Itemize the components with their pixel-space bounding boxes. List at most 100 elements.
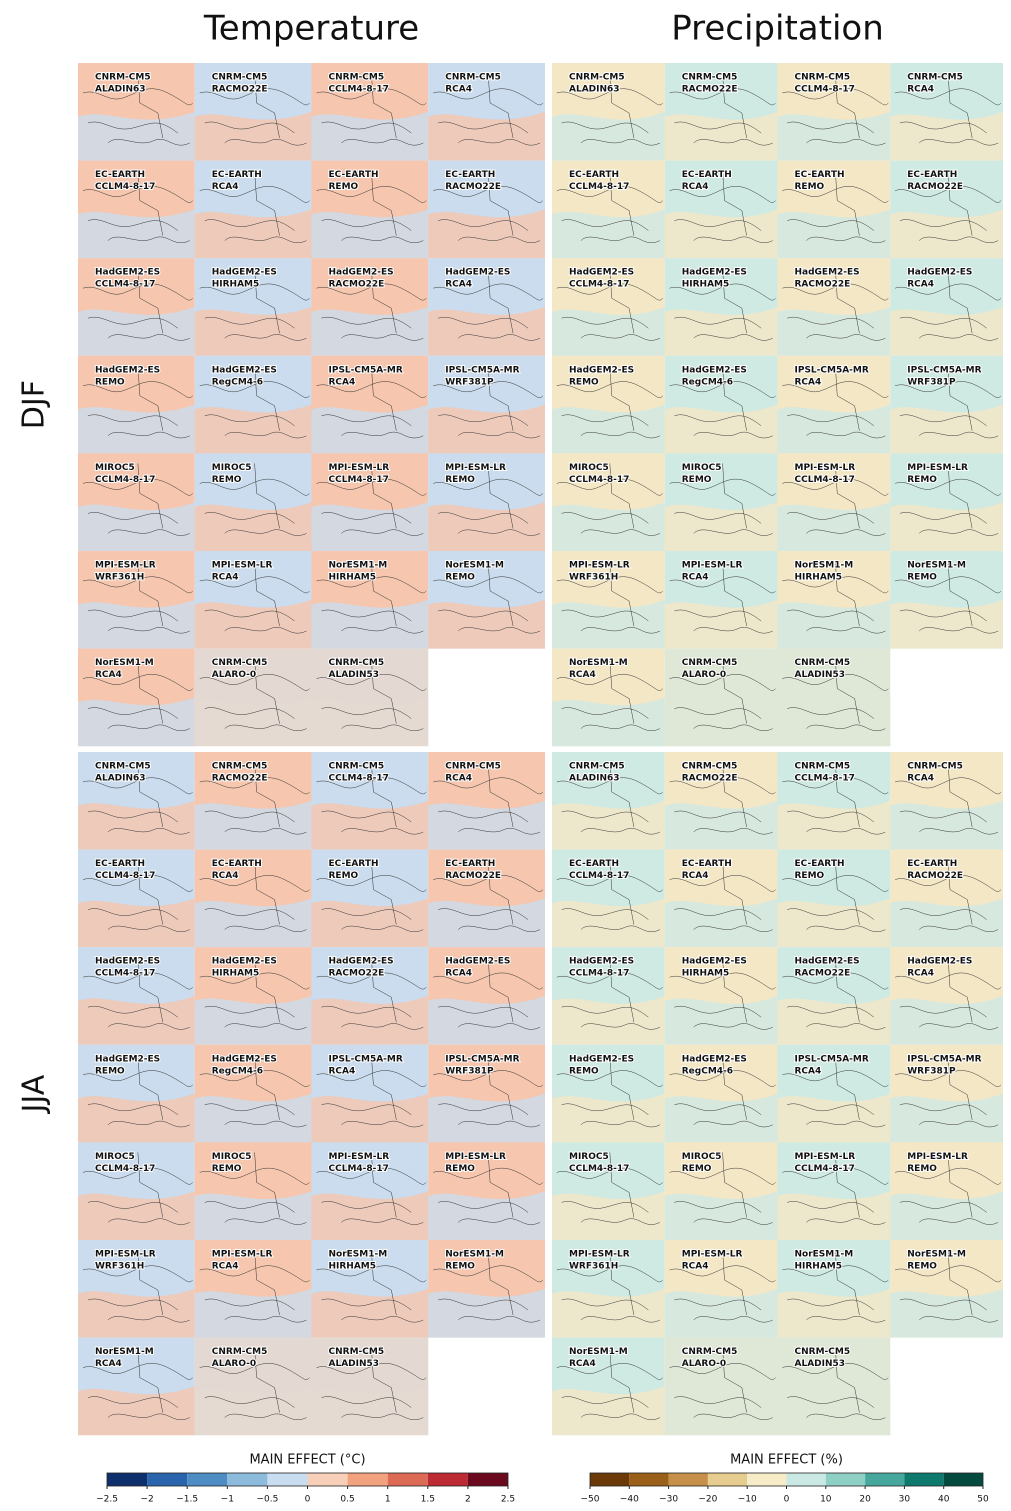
panel-rcm: RCA4	[907, 85, 934, 95]
panel-gcm: HadGEM2-ES	[682, 1054, 747, 1064]
map-panel: CNRM-CM5 CCLM4-8-17	[778, 752, 891, 850]
colorbar-segment	[904, 1473, 943, 1486]
map-panel: HadGEM2-ESCCLM4-8-17	[78, 947, 195, 1045]
map-region	[778, 307, 891, 356]
panel-gcm: IPSL-CM5A-MR	[795, 365, 869, 375]
panel-rcm: RCA4	[682, 182, 709, 192]
map-region	[890, 1289, 1003, 1338]
panel-gcm: NorESM1-M	[795, 1250, 854, 1260]
panel-rcm: RCA4	[569, 1359, 596, 1369]
panel-rcm: RegCM4-6	[212, 1066, 263, 1076]
panel-gcm: CNRM-CM5	[795, 762, 851, 772]
map-region	[312, 1289, 429, 1338]
panel-gcm: MPI-ESM-LR	[795, 463, 856, 473]
map-region	[665, 996, 778, 1045]
panel-rcm: CCLM4-8-17	[569, 871, 629, 881]
panel-rcm: REMO	[445, 573, 475, 583]
panel-rcm: RCA4	[445, 280, 472, 290]
panel-rcm: CCLM4-8-17	[795, 475, 855, 485]
panel-gcm: MIROC5	[212, 463, 252, 473]
map-region	[778, 1386, 891, 1435]
map-region	[552, 1094, 665, 1143]
map-panel: MPI-ESM-LRREMO	[428, 453, 545, 551]
map-region	[312, 996, 429, 1045]
panel-gcm: NorESM1-M	[907, 1250, 966, 1260]
map-region	[778, 1289, 891, 1338]
map-region	[312, 1191, 429, 1240]
panel-rcm: HIRHAM5	[329, 1262, 377, 1272]
map-region	[312, 502, 429, 551]
panel-gcm: EC-EARTH	[795, 859, 845, 869]
colorbar-tick-label: −40	[620, 1495, 639, 1505]
map-panel: EC-EARTHREMO	[312, 161, 429, 259]
panel-gcm: IPSL-CM5A-MR	[329, 1054, 403, 1064]
colorbar-tick-label: 0	[784, 1495, 790, 1505]
map-region	[195, 1094, 312, 1143]
colorbar-tick-label: 0	[305, 1495, 311, 1505]
colorbar-segment	[147, 1473, 187, 1486]
panel-gcm: NorESM1-M	[95, 1347, 154, 1357]
map-panel: MPI-ESM-LRCCLM4-8-17	[312, 453, 429, 551]
map-region	[78, 898, 195, 947]
panel-rcm: CCLM4-8-17	[795, 774, 855, 784]
colorbar-tick-label: 2	[465, 1495, 471, 1505]
panel-gcm: EC-EARTH	[445, 859, 495, 869]
map-panel: EC-EARTHRCA4	[665, 161, 778, 259]
panel-gcm: CNRM-CM5	[329, 1347, 385, 1357]
panel-rcm: RACMO22E	[212, 774, 268, 784]
panel-gcm: EC-EARTH	[95, 170, 145, 180]
panel-rcm: ALADIN63	[569, 774, 620, 784]
map-region	[78, 1289, 195, 1338]
map-region	[428, 307, 545, 356]
panel-rcm: REMO	[569, 1066, 599, 1076]
map-panel: IPSL-CM5A-MRRCA4	[778, 1045, 891, 1143]
map-panel: MPI-ESM-LRWRF361H	[78, 1240, 195, 1338]
map-panel: HadGEM2-ESRCA4	[428, 258, 545, 356]
panel-gcm: MIROC5	[95, 1152, 135, 1162]
colorbar-segment	[267, 1473, 307, 1486]
map-panel: MPI-ESM-LRWRF361H	[552, 1240, 665, 1338]
map-panel: CNRM-CM5ALARO-0	[195, 1338, 312, 1436]
panel-gcm: IPSL-CM5A-MR	[445, 365, 519, 375]
panel-rcm: REMO	[907, 475, 937, 485]
map-region	[78, 996, 195, 1045]
panel-rcm: RCA4	[682, 1262, 709, 1272]
map-region	[665, 307, 778, 356]
panel-rcm: WRF361H	[95, 573, 144, 583]
map-panel: NorESM1-MRCA4	[552, 1338, 665, 1436]
map-region	[78, 1094, 195, 1143]
map-region	[665, 112, 778, 161]
panel-gcm: MIROC5	[682, 1152, 722, 1162]
map-region	[778, 1191, 891, 1240]
map-region	[78, 209, 195, 258]
panel-rcm: REMO	[329, 871, 359, 881]
map-region	[890, 1191, 1003, 1240]
panel-gcm: HadGEM2-ES	[212, 268, 277, 278]
colorbar-segment	[227, 1473, 267, 1486]
map-panel: CNRM-CM5ALARO-0	[195, 649, 312, 747]
panel-rcm: RACMO22E	[329, 280, 385, 290]
panel-rcm: HIRHAM5	[795, 573, 843, 583]
colorbar-tick-label: −0.5	[256, 1495, 278, 1505]
panel-rcm: RACMO22E	[795, 280, 851, 290]
map-panel: CNRM-CM5CCLM4-8-17	[778, 63, 891, 161]
map-panel: MIROC5REMO	[195, 1142, 312, 1240]
map-region	[195, 697, 312, 746]
map-panel: HadGEM2-ESRegCM4-6	[665, 356, 778, 454]
panel-gcm: MPI-ESM-LR	[569, 1250, 630, 1260]
panel-rcm: RACMO22E	[445, 871, 501, 881]
map-region	[428, 1289, 545, 1338]
panel-gcm: HadGEM2-ES	[212, 1054, 277, 1064]
panel-gcm: EC-EARTH	[907, 170, 957, 180]
panel-gcm: HadGEM2-ES	[212, 365, 277, 375]
panel-rcm: REMO	[445, 1164, 475, 1174]
map-region	[665, 1094, 778, 1143]
panel-gcm: HadGEM2-ES	[95, 1054, 160, 1064]
map-panel: NorESM1-MRCA4	[552, 649, 665, 747]
map-region	[195, 801, 312, 850]
panel-rcm: ALARO-0	[682, 670, 726, 680]
map-panel: NorESM1-MRCA4	[78, 649, 195, 747]
panel-rcm: RCA4	[329, 377, 356, 387]
